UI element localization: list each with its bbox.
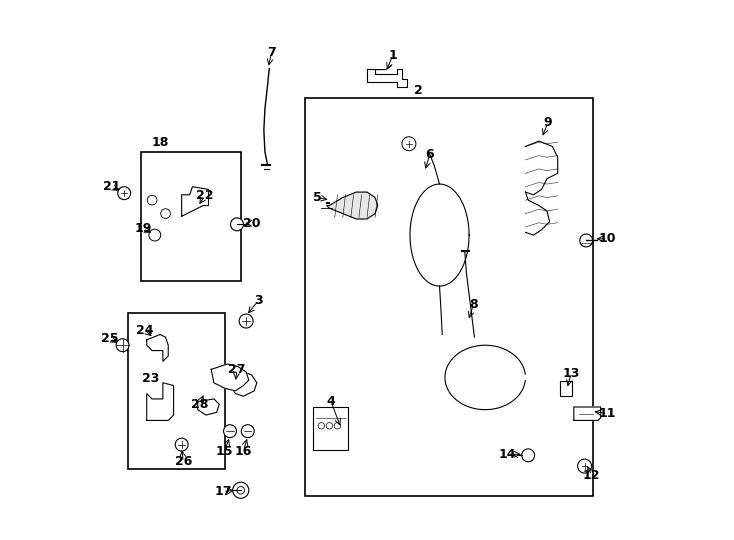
Polygon shape xyxy=(230,372,257,396)
Bar xyxy=(142,152,241,281)
Text: 20: 20 xyxy=(243,217,261,230)
Polygon shape xyxy=(147,383,174,421)
Text: 13: 13 xyxy=(562,367,580,380)
Circle shape xyxy=(233,482,249,498)
Text: 3: 3 xyxy=(254,294,263,307)
Circle shape xyxy=(148,195,157,205)
Text: 22: 22 xyxy=(196,190,214,202)
Circle shape xyxy=(239,314,253,328)
Circle shape xyxy=(578,459,592,473)
Polygon shape xyxy=(197,399,219,415)
Text: 28: 28 xyxy=(191,398,208,411)
Circle shape xyxy=(522,449,534,462)
Text: 15: 15 xyxy=(216,444,233,457)
Circle shape xyxy=(237,487,244,494)
Polygon shape xyxy=(327,192,378,219)
Text: 21: 21 xyxy=(103,180,120,193)
Circle shape xyxy=(402,137,416,151)
Text: 4: 4 xyxy=(327,395,335,408)
Text: 25: 25 xyxy=(101,332,119,345)
Text: 7: 7 xyxy=(267,46,276,59)
Text: 19: 19 xyxy=(134,222,152,235)
Text: 2: 2 xyxy=(414,84,422,97)
Bar xyxy=(560,381,573,396)
Bar xyxy=(128,313,225,469)
Text: 5: 5 xyxy=(313,191,322,204)
Text: 24: 24 xyxy=(137,323,154,336)
Text: 26: 26 xyxy=(175,455,192,468)
Bar xyxy=(305,98,592,496)
Text: 8: 8 xyxy=(469,299,478,312)
Text: 14: 14 xyxy=(499,448,517,461)
Circle shape xyxy=(161,209,170,218)
Text: 16: 16 xyxy=(235,444,252,457)
Text: 6: 6 xyxy=(426,148,435,161)
Polygon shape xyxy=(181,187,208,217)
Polygon shape xyxy=(211,364,249,391)
Bar xyxy=(313,407,348,450)
Circle shape xyxy=(224,425,236,437)
Circle shape xyxy=(230,218,244,231)
Circle shape xyxy=(116,339,129,352)
Text: 17: 17 xyxy=(214,485,232,498)
Circle shape xyxy=(580,234,592,247)
Text: 27: 27 xyxy=(228,363,246,376)
Text: 11: 11 xyxy=(599,407,617,420)
Circle shape xyxy=(175,438,188,451)
Text: 18: 18 xyxy=(151,136,169,148)
Text: 23: 23 xyxy=(142,372,160,385)
Circle shape xyxy=(117,187,131,200)
Circle shape xyxy=(241,425,254,437)
Circle shape xyxy=(149,229,161,241)
Polygon shape xyxy=(147,334,168,361)
Polygon shape xyxy=(574,407,600,421)
Text: 9: 9 xyxy=(544,116,553,129)
Text: 12: 12 xyxy=(583,469,600,482)
Text: 1: 1 xyxy=(388,49,397,62)
Polygon shape xyxy=(367,69,407,87)
Text: 10: 10 xyxy=(599,232,617,245)
